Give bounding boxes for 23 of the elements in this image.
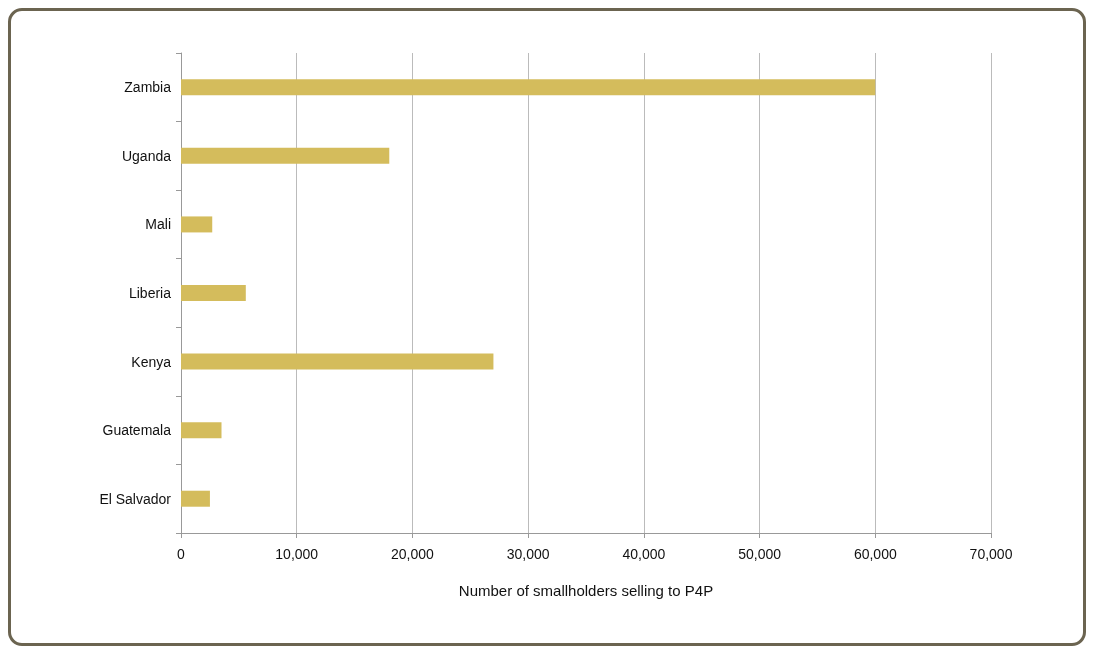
bar xyxy=(181,216,213,233)
y-tick-label: Zambia xyxy=(124,79,172,96)
x-tick-label: 30,000 xyxy=(506,546,550,562)
bar xyxy=(181,490,210,507)
y-tick-label: El Salvador xyxy=(99,490,172,507)
y-tick-label: Kenya xyxy=(131,353,172,370)
x-tick-label: 0 xyxy=(177,546,186,562)
x-tick-label: 50,000 xyxy=(738,546,782,562)
bar xyxy=(181,79,876,96)
x-tick-label: 70,000 xyxy=(969,546,1013,562)
y-tick-label: Liberia xyxy=(128,285,172,301)
y-tick-label: Mali xyxy=(145,216,171,233)
y-tick-label: Guatemala xyxy=(102,422,172,439)
y-tick-label: Uganda xyxy=(121,147,172,164)
x-tick-label: 40,000 xyxy=(622,546,666,562)
bar xyxy=(181,147,390,164)
x-tick-label: 60,000 xyxy=(853,546,897,562)
bar xyxy=(181,353,494,370)
x-axis-title: Number of smallholders selling to P4P xyxy=(458,582,714,599)
x-tick-label: 10,000 xyxy=(275,546,319,562)
bar xyxy=(181,285,246,301)
bar xyxy=(181,422,222,439)
x-tick-label: 20,000 xyxy=(391,546,435,562)
